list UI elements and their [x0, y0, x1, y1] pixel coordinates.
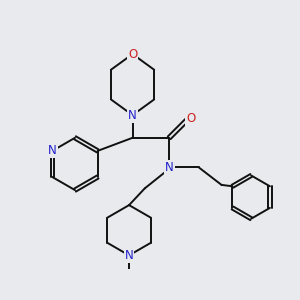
Text: N: N	[165, 161, 174, 174]
Text: O: O	[128, 48, 137, 61]
Text: N: N	[125, 249, 134, 262]
Text: N: N	[128, 109, 137, 122]
Text: N: N	[48, 144, 57, 158]
Text: O: O	[186, 112, 195, 125]
